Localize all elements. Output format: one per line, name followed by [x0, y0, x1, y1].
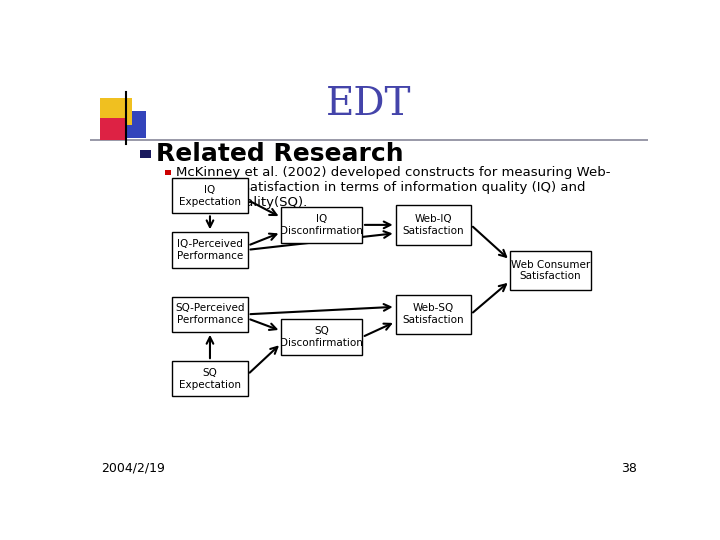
- Bar: [166, 170, 171, 174]
- Bar: [395, 294, 471, 334]
- Text: Web-IQ
Satisfaction: Web-IQ Satisfaction: [402, 214, 464, 235]
- Text: IQ-Perceived
Performance: IQ-Perceived Performance: [177, 239, 243, 261]
- Bar: [172, 296, 248, 332]
- Text: system quality(SQ).: system quality(SQ).: [176, 197, 307, 210]
- Bar: [172, 178, 248, 213]
- Text: customer satisfaction in terms of information quality (IQ) and: customer satisfaction in terms of inform…: [176, 181, 586, 194]
- Text: EDT: EDT: [326, 86, 412, 123]
- Text: IQ
Expectation: IQ Expectation: [179, 185, 241, 207]
- Text: IQ
Disconfirmation: IQ Disconfirmation: [280, 214, 363, 235]
- Bar: [281, 207, 362, 242]
- Bar: [114, 111, 145, 138]
- Bar: [281, 320, 362, 355]
- Text: McKinney et al. (2002) developed constructs for measuring Web-: McKinney et al. (2002) developed constru…: [176, 166, 611, 179]
- Bar: [395, 205, 471, 245]
- Text: 38: 38: [621, 462, 637, 475]
- Bar: [140, 150, 151, 158]
- Bar: [172, 361, 248, 396]
- Text: SQ
Expectation: SQ Expectation: [179, 368, 241, 389]
- Text: Web Consumer
Satisfaction: Web Consumer Satisfaction: [510, 260, 590, 281]
- Bar: [510, 251, 591, 291]
- Bar: [100, 118, 127, 140]
- Text: Web-SQ
Satisfaction: Web-SQ Satisfaction: [402, 303, 464, 325]
- Bar: [172, 232, 248, 267]
- Text: Related Research: Related Research: [156, 142, 403, 166]
- Text: 2004/2/19: 2004/2/19: [101, 462, 165, 475]
- Text: SQ-Perceived
Performance: SQ-Perceived Performance: [175, 303, 245, 325]
- Bar: [100, 98, 132, 125]
- Text: SQ
Disconfirmation: SQ Disconfirmation: [280, 326, 363, 348]
